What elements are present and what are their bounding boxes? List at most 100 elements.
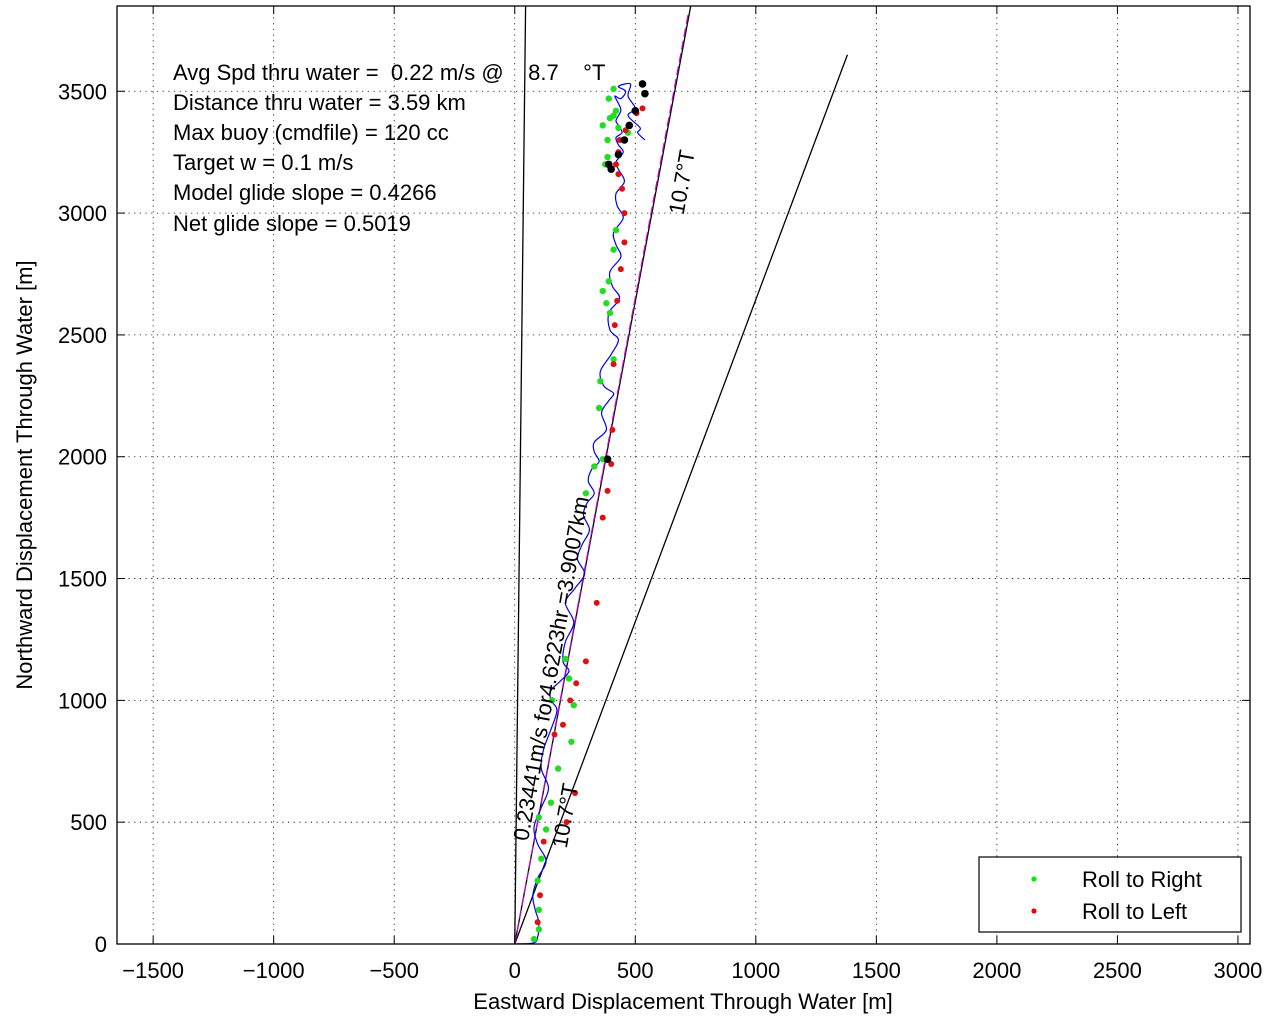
x-tick-label: 2000: [972, 958, 1021, 983]
roll-left-point: [613, 161, 620, 168]
roll-left-point: [537, 892, 544, 899]
plot-frame: [116, 5, 1251, 945]
roll-right-point: [597, 378, 604, 385]
annotation-target-w: Target w = 0.1 m/s: [173, 150, 353, 175]
roll-right-point: [595, 404, 603, 412]
roll-right-point: [604, 136, 611, 144]
roll-left-point: [639, 105, 646, 112]
annotation-distance: Distance thru water = 3.59 km: [173, 90, 466, 115]
reference-line: [514, 54, 849, 944]
roll-right-point: [565, 675, 573, 682]
roll-left-point: [619, 185, 626, 192]
roll-left-point: [622, 127, 629, 134]
roll-left-point: [614, 297, 621, 304]
roll-left-point: [582, 658, 589, 665]
surface-point: [614, 150, 623, 159]
legend-roll-right-label: Roll to Right: [1082, 867, 1202, 892]
legend-roll-left-label: Roll to Left: [1082, 899, 1187, 924]
roll-left-point: [608, 461, 615, 468]
legend: Roll to Right Roll to Left: [978, 856, 1242, 933]
points-group: [530, 80, 649, 943]
roll-left-point: [610, 361, 617, 368]
roll-right-point: [605, 95, 612, 102]
x-tick-label: 1500: [852, 958, 901, 983]
roll-right-point: [548, 697, 556, 704]
roll-left-point: [611, 322, 618, 329]
y-axis-label: Northward Displacement Through Water [m]: [12, 260, 37, 689]
surface-point: [620, 136, 629, 144]
roll-right-point: [535, 814, 543, 821]
roll-right-point: [605, 278, 612, 285]
roll-right-point: [610, 85, 617, 93]
roll-right-point: [534, 877, 541, 884]
annotations: Avg Spd thru water = 0.22 m/s @ 8.7 °T D…: [173, 60, 605, 236]
roll-left-point: [567, 697, 574, 704]
surface-point: [604, 160, 613, 169]
dashed-reference-line: [514, 13, 689, 944]
roll-right-point: [530, 935, 538, 943]
roll-right-point: [599, 122, 606, 129]
y-tick-label: 1000: [58, 688, 107, 713]
surface-point: [631, 106, 640, 115]
roll-left-point: [573, 680, 580, 687]
y-tick-label: 500: [70, 810, 107, 835]
roll-right-point: [582, 490, 590, 497]
reference-line: [514, 6, 527, 944]
surface-point: [638, 80, 647, 88]
x-tick-label: −1500: [122, 958, 184, 983]
x-tick-label: 0: [509, 958, 521, 983]
annotation-model-glide-slope: Model glide slope = 0.4266: [173, 180, 437, 205]
y-tick-label: 2000: [58, 445, 107, 470]
roll-right-point: [554, 765, 562, 772]
ticks: −1500 −1000 −500 0 500 1000 1500 2000 2500 3000 0 5…: [58, 6, 1262, 983]
roll-right-point: [610, 356, 617, 363]
y-tick-label: 2500: [58, 323, 107, 348]
x-tick-label: 500: [617, 958, 654, 983]
roll-right-point: [603, 300, 610, 307]
y-tick-label: 0: [95, 932, 107, 957]
x-axis-label: Eastward Displacement Through Water [m]: [473, 989, 892, 1014]
roll-left-point: [621, 239, 628, 246]
roll-right-point: [610, 246, 617, 253]
roll-left-point: [599, 514, 606, 521]
roll-right-point: [538, 855, 545, 862]
annotation-max-buoy: Max buoy (cmdfile) = 120 cc: [173, 120, 449, 145]
x-tick-label: 2500: [1093, 958, 1142, 983]
roll-left-point: [609, 426, 616, 433]
roll-right-point: [615, 124, 622, 132]
legend-roll-left-marker: [1031, 908, 1037, 914]
y-tick-label: 1500: [58, 567, 107, 592]
roll-left-point: [559, 721, 566, 728]
roll-right-point: [535, 906, 543, 914]
track-line: [514, 82, 646, 944]
roll-right-point: [610, 112, 617, 119]
roll-right-point: [591, 463, 598, 470]
series-group: [514, 82, 646, 944]
roll-left-point: [621, 210, 628, 217]
roll-right-point: [612, 107, 620, 114]
roll-left-point: [617, 266, 624, 273]
roll-left-point: [534, 919, 541, 926]
annotation-avg-speed: Avg Spd thru water = 0.22 m/s @ 8.7 °T: [173, 60, 605, 85]
roll-left-point: [563, 819, 570, 826]
roll-right-point: [542, 826, 550, 833]
annotation-net-glide-slope: Net glide slope = 0.5019: [173, 211, 411, 236]
y-tick-label: 3000: [58, 201, 107, 226]
roll-right-point: [562, 655, 569, 663]
surface-point: [603, 455, 612, 463]
legend-box: [978, 856, 1242, 933]
y-tick-label: 3500: [58, 79, 107, 104]
x-tick-label: 1000: [731, 958, 780, 983]
roll-right-point: [535, 926, 543, 933]
roll-left-point: [615, 171, 622, 178]
roll-right-point: [604, 153, 611, 161]
roll-right-point: [606, 309, 614, 317]
roll-left-point: [593, 599, 600, 606]
roll-left-point: [604, 487, 611, 494]
surface-point: [641, 89, 649, 98]
roll-right-point: [547, 799, 555, 806]
roll-right-point: [568, 738, 575, 745]
roll-right-point: [612, 226, 620, 234]
